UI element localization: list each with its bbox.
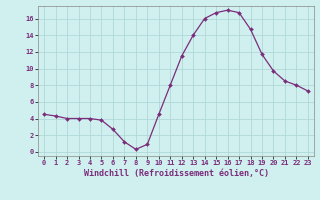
X-axis label: Windchill (Refroidissement éolien,°C): Windchill (Refroidissement éolien,°C) — [84, 169, 268, 178]
